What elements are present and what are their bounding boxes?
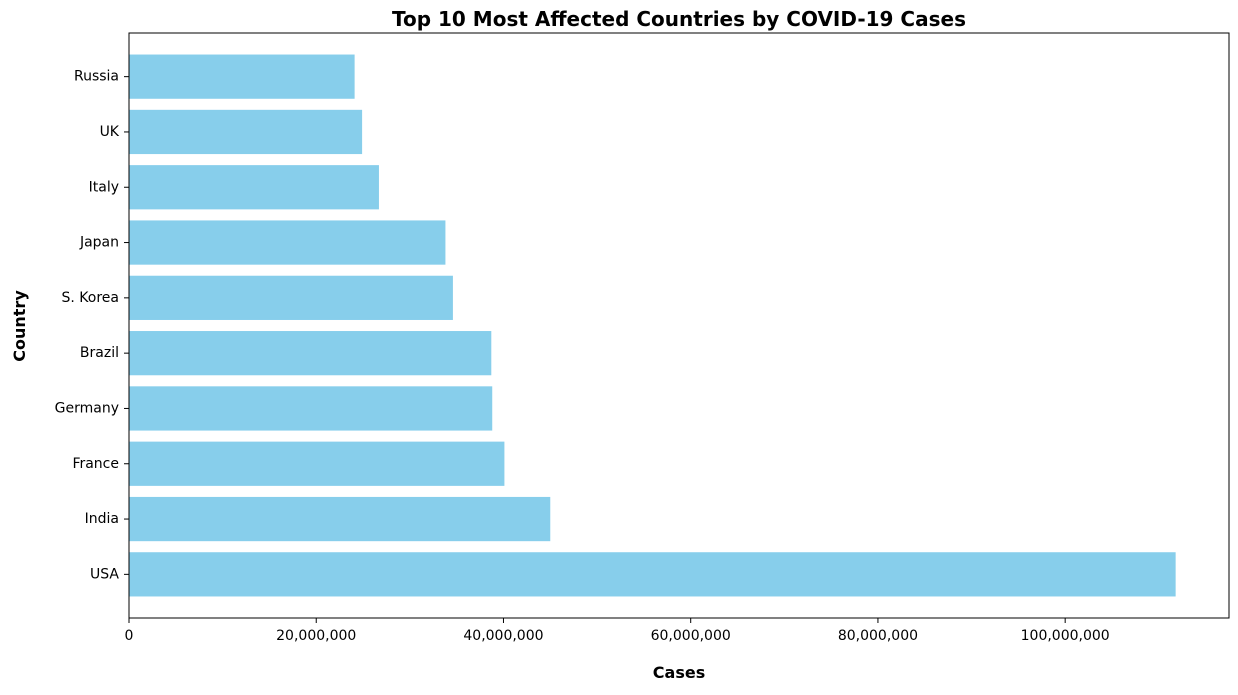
plot-frame	[128, 32, 1230, 619]
y-tick-label: USA	[90, 566, 119, 582]
bar-russia	[129, 54, 355, 99]
x-axis-label: Cases	[653, 663, 705, 682]
bar-brazil	[129, 331, 492, 376]
y-tick-label: S. Korea	[62, 290, 119, 306]
y-axis-ticks: USA India France Germany Brazil S. Korea Japan…	[55, 69, 129, 582]
x-tick-label: 40,000,000	[463, 628, 543, 644]
x-tick-label: 20,000,000	[276, 628, 356, 644]
chart-title: Top 10 Most Affected Countries by COVID-…	[392, 7, 966, 31]
bar-germany	[129, 386, 493, 431]
bar-france	[129, 441, 505, 486]
bar-india	[129, 496, 551, 542]
x-tick-label: 100,000,000	[1021, 628, 1110, 644]
y-tick-label: India	[85, 511, 119, 527]
x-tick-label: 0	[125, 628, 134, 644]
bar-italy	[129, 165, 379, 210]
x-tick-label: 60,000,000	[651, 628, 731, 644]
bars-layer	[129, 54, 1176, 597]
bar-japan	[129, 220, 446, 265]
y-tick-label: Italy	[89, 179, 119, 195]
x-tick-label: 80,000,000	[838, 628, 918, 644]
y-tick-label: Japan	[79, 235, 119, 251]
bar-usa	[129, 552, 1176, 597]
bar-uk	[129, 109, 363, 155]
x-axis-ticks: 0 20,000,000 40,000,000 60,000,000 80,000,00…	[125, 618, 1110, 644]
y-axis-label: Country	[10, 290, 29, 362]
y-tick-label: Germany	[55, 400, 119, 416]
y-tick-label: UK	[100, 124, 120, 140]
y-tick-label: Russia	[74, 69, 119, 85]
y-tick-label: Brazil	[80, 345, 119, 361]
y-tick-label: France	[72, 456, 119, 472]
bar-s-korea	[129, 275, 453, 320]
